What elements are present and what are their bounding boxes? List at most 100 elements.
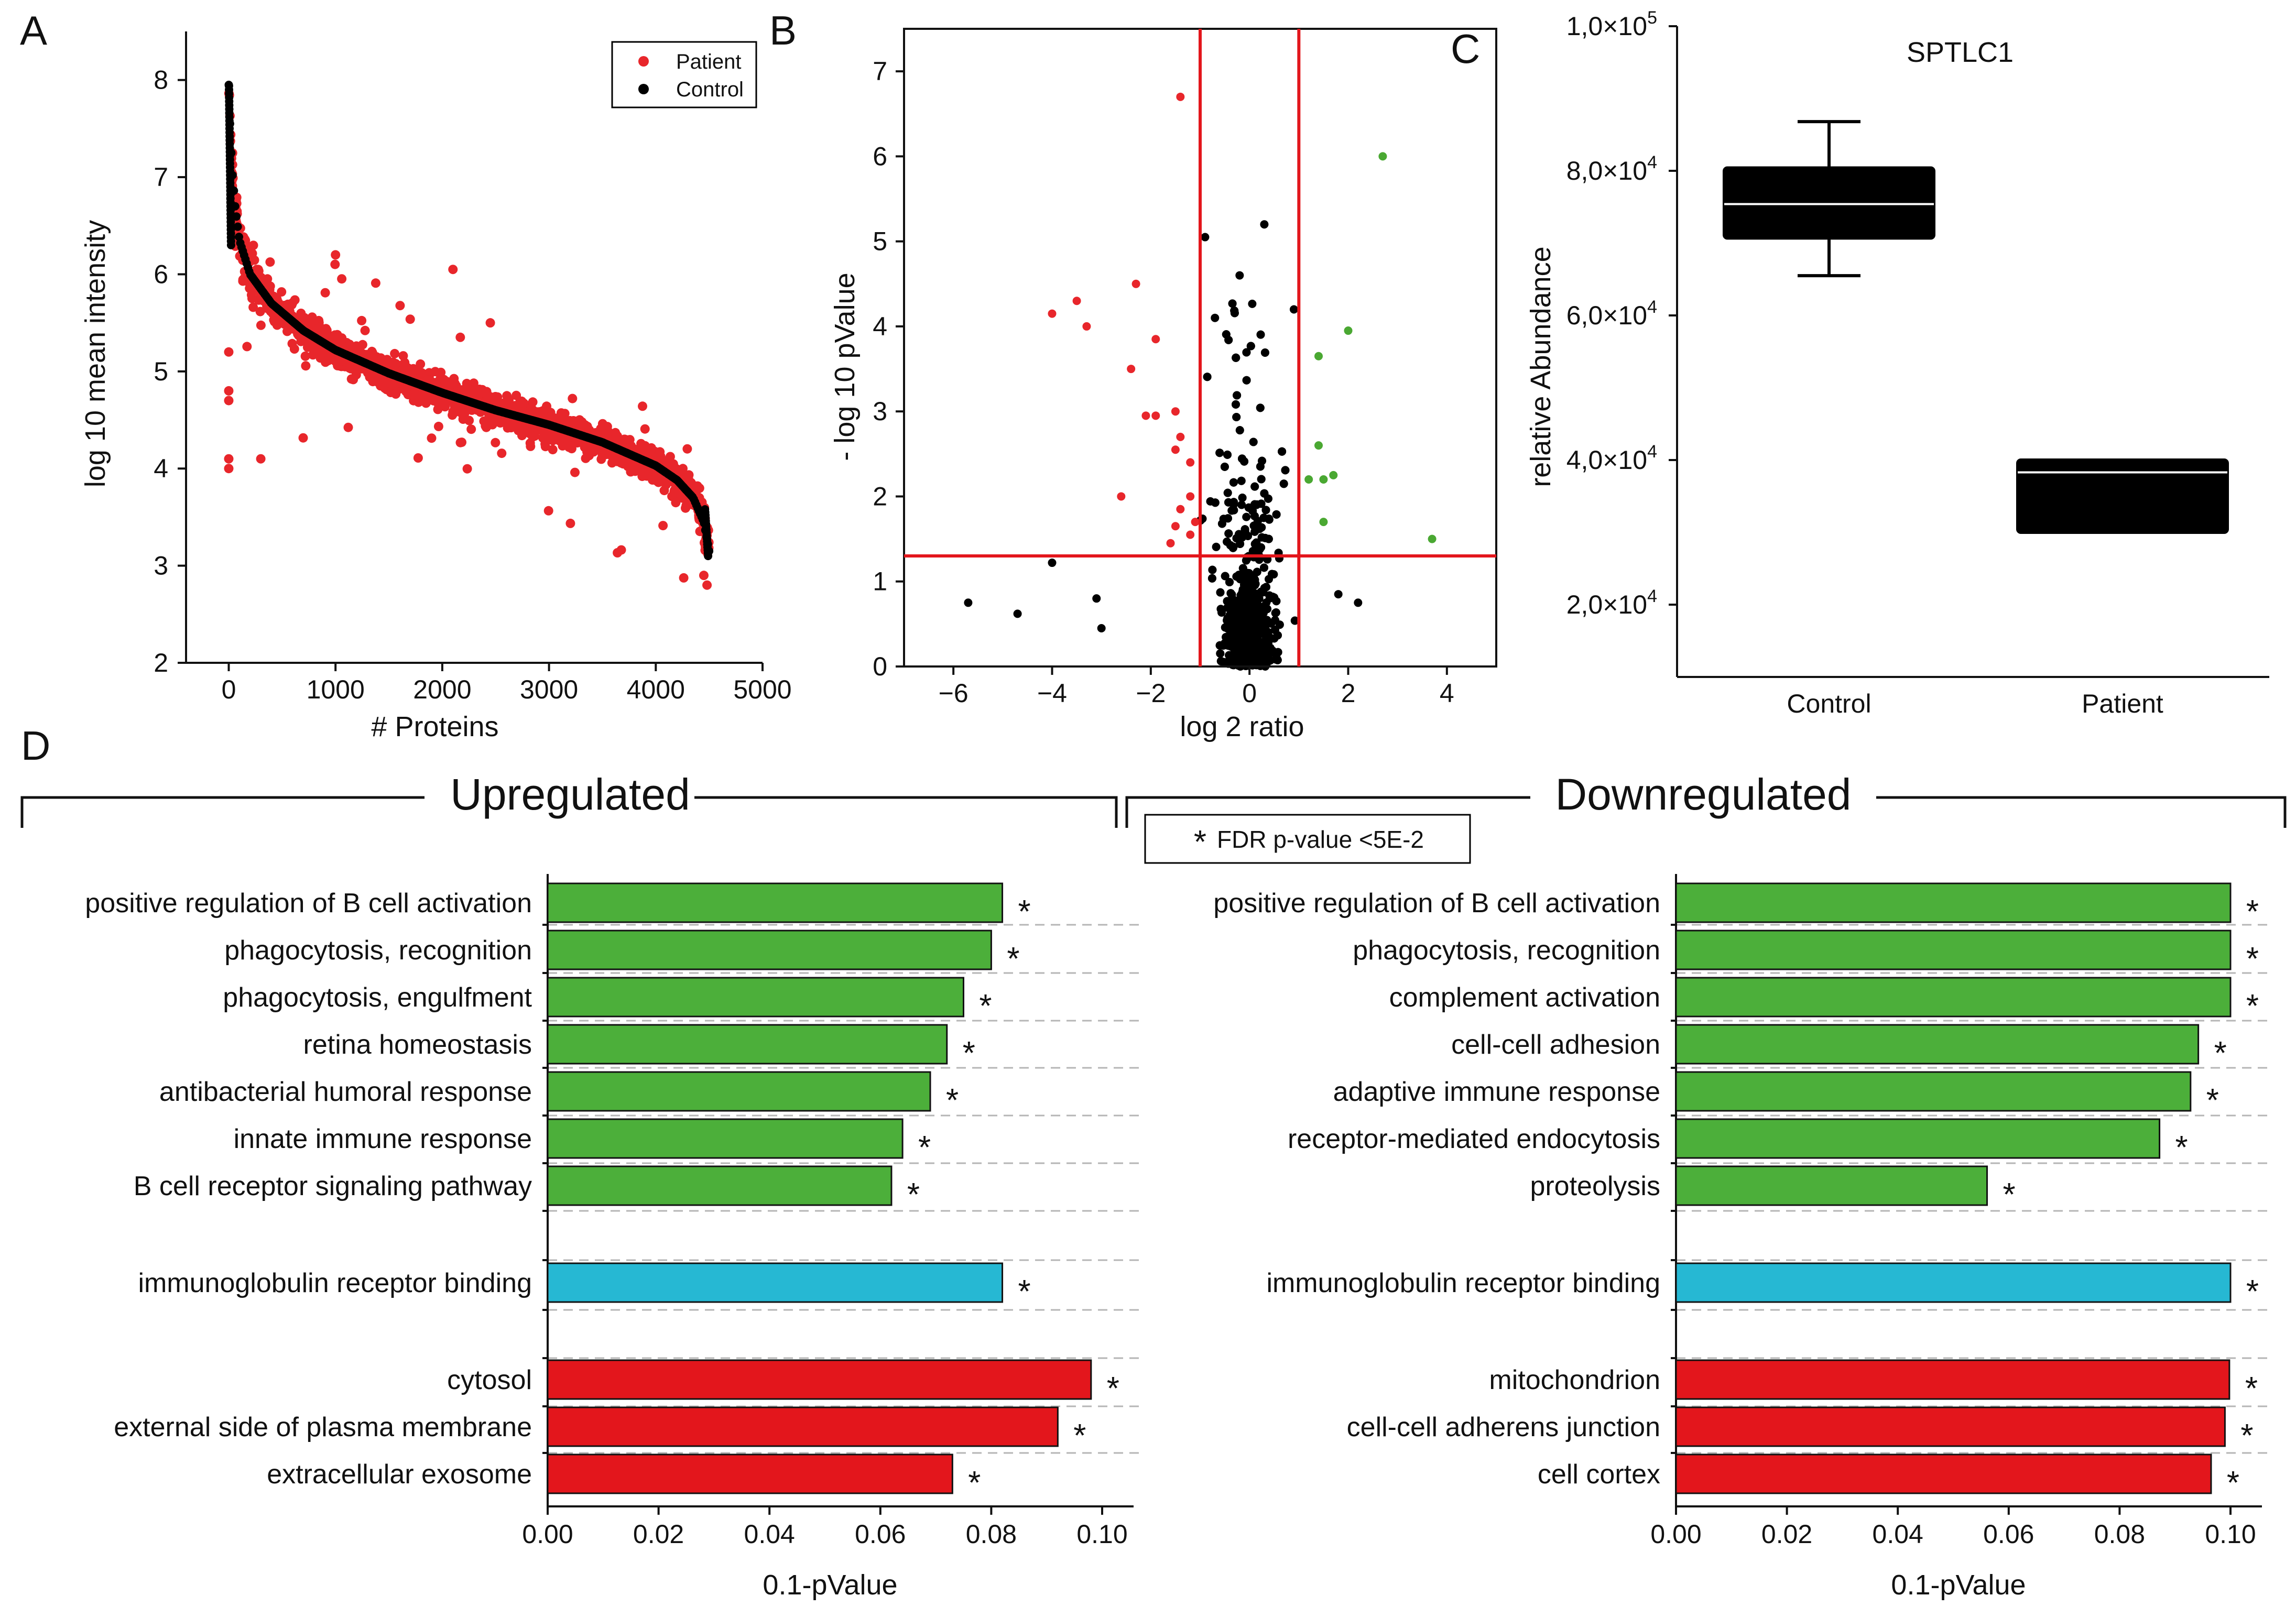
patient-point [360,325,370,335]
upregulated-title: Upregulated [450,770,690,819]
volcano-point-ns [1261,604,1270,613]
volcano-point-ns [1261,506,1270,515]
volcano-point-ns [1257,499,1266,508]
volcano-point-ns [1260,617,1269,626]
bar-xtick-label: 0.00 [1650,1519,1701,1549]
patient-point [256,454,266,464]
patient-point [357,340,367,349]
volcano-point-ns [1201,233,1210,242]
patient-point [224,454,234,464]
bar-xtick-label: 0.10 [1076,1519,1127,1549]
significance-marker: * [2003,1177,2015,1213]
bar-xtick-label: 0.02 [633,1519,684,1549]
volcano-point-ns [1281,466,1290,475]
panel-c-boxes [1723,120,2229,534]
volcano-point-ns [1211,498,1220,507]
panel-b-ytick-label: 3 [873,397,887,426]
patient-point [320,288,330,298]
volcano-point-down [1151,335,1160,344]
downregulated-bracket [1125,796,2287,828]
volcano-point-ns [1228,299,1237,308]
patient-point [616,545,626,555]
volcano-point-ns [1232,413,1241,421]
patient-point [248,302,258,312]
volcano-point-ns [1258,456,1266,465]
volcano-point-up [1319,518,1328,527]
volcano-point-ns [1232,353,1241,362]
volcano-point-ns [1236,540,1245,548]
significance-marker: * [2214,1035,2227,1072]
significance-marker: * [1073,1418,1086,1454]
volcano-point-ns [1237,533,1246,542]
bar-xtick-label: 0.00 [522,1519,573,1549]
volcano-point-ns [1228,543,1237,552]
bar-down [1675,1071,2192,1112]
volcano-point-ns [1234,571,1243,580]
volcano-point-ns [1242,512,1251,521]
volcano-point-ns [1241,525,1249,534]
boxplot-box [2016,458,2229,534]
volcano-point-down [1186,492,1195,501]
boxplot-box [1723,166,1935,240]
volcano-point-ns [1229,498,1238,507]
volcano-point-down [1176,92,1185,101]
term-label-up: innate immune response [234,1124,532,1154]
patient-point [485,318,495,328]
volcano-point-ns [1267,619,1276,628]
panel-d-upregulated-bars: 0.00 0.02 0.04 0.06 0.08 0.10 0.1-pValue positi… [85,874,1144,1601]
control-point [701,505,710,514]
patient-point [421,398,431,408]
bar-xlabel-up: 0.1-pValue [763,1569,897,1601]
term-label-up: phagocytosis, recognition [224,935,532,966]
volcano-point-ns [1230,309,1239,318]
term-label-up: cytosol [447,1365,532,1395]
panel-a-ytick-label: 6 [154,259,168,289]
patient-point [247,293,257,303]
volcano-point-ns [1255,555,1264,564]
patient-point [570,467,580,477]
volcano-point-ns [1242,376,1251,385]
patient-point [479,416,489,426]
volcano-point-down [1176,505,1185,513]
patient-point [384,378,394,388]
bar-down [1675,1359,2230,1400]
patient-point [357,315,367,325]
term-label-down: complement activation [1389,982,1660,1013]
patient-point [565,518,575,528]
term-label-up: phagocytosis, engulfment [223,982,532,1013]
panel-a-ylabel: log 10 mean intensity [80,220,111,487]
significance-marker: * [2206,1083,2219,1119]
significance-marker: * [1018,894,1030,930]
panel-a-xtick-label: 3000 [520,675,578,704]
panel-b-xtick-label: 4 [1440,679,1454,708]
panel-b-ytick-label: 5 [873,227,887,256]
patient-point [648,475,658,485]
term-label-up: retina homeostasis [303,1030,532,1060]
bar-down [1675,977,2232,1018]
bar-xtick-label: 0.04 [744,1519,795,1549]
panel-a-xtick-label: 1000 [307,675,365,704]
panel-a-legend: Patient Control [611,41,757,108]
panel-label-c: C [1451,26,1480,72]
patient-point [254,266,264,276]
patient-point [629,460,639,470]
volcano-point-down [1171,445,1180,454]
bar-xtick-label: 0.06 [1983,1519,2034,1549]
volcano-point-ns [1241,601,1249,610]
volcano-point-ns [1216,649,1225,658]
significance-marker: * [2246,988,2259,1024]
patient-point [351,370,361,380]
significance-marker: * [946,1083,959,1119]
patient-point [557,433,567,443]
volcano-point-ns [1236,633,1245,642]
volcano-point-ns [1224,529,1233,538]
panel-c-ylabel: relative Abundance [1525,246,1557,487]
patient-point [510,420,520,430]
panel-c-axes: 2,0×104 4,0×104 6,0×104 8,0×104 1,0×105 Contr… [1566,8,2269,718]
patient-point [332,332,342,342]
patient-point [528,432,538,442]
volcano-point-ns [1271,608,1280,617]
bar-up [547,882,1004,923]
patient-point [671,498,681,508]
patient-point [543,506,553,516]
